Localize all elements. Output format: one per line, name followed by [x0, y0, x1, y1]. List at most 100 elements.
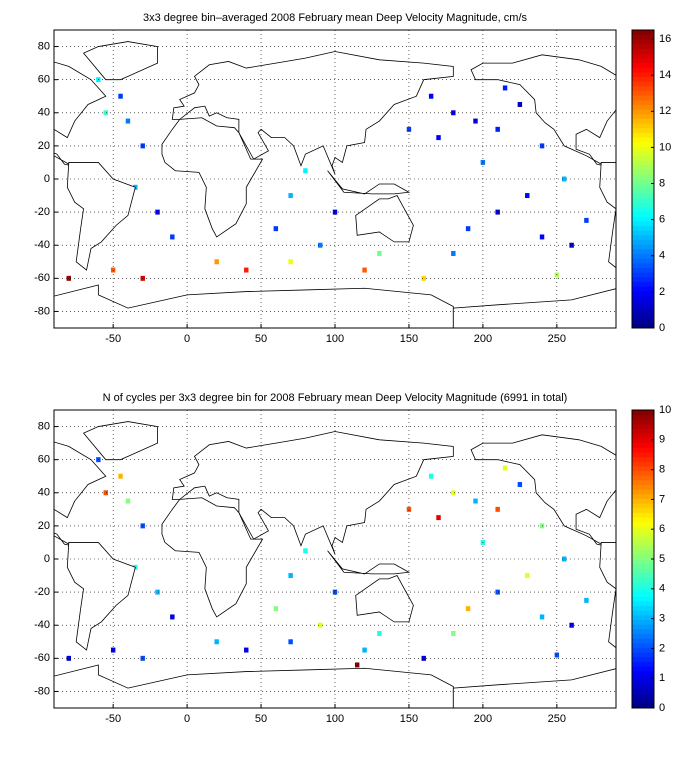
cell: [273, 606, 279, 612]
x-tick-label: 250: [548, 713, 566, 725]
colorbar-step: [632, 535, 654, 541]
cell: [170, 234, 175, 240]
x-tick-label: 0: [184, 713, 190, 725]
x-tick-label: 200: [474, 333, 492, 345]
cell: [406, 506, 412, 512]
coastline: [54, 420, 454, 708]
colorbar-step: [632, 465, 654, 472]
cell: [244, 267, 249, 273]
cell: [428, 473, 434, 479]
colorbar-step: [632, 43, 654, 50]
colorbar-step: [632, 127, 654, 133]
y-tick-label: -40: [34, 619, 50, 631]
cell: [451, 251, 456, 256]
cell: [103, 110, 108, 116]
cell: [118, 473, 123, 479]
colorbar-step: [632, 225, 654, 231]
cell: [354, 662, 360, 668]
colorbar-step: [632, 90, 654, 96]
colorbar-step: [632, 410, 654, 416]
cell: [517, 482, 523, 487]
colorbar-step: [632, 447, 654, 453]
cell: [465, 606, 471, 612]
colorbar-step: [632, 57, 654, 64]
colorbar-tick-label: 10: [659, 141, 671, 153]
colorbar-step: [632, 684, 654, 690]
colorbar-step: [632, 610, 654, 616]
colorbar-step: [632, 183, 654, 189]
y-tick-label: 40: [38, 107, 50, 119]
coastline: [54, 40, 454, 328]
colorbar-tick-label: 10: [659, 404, 671, 416]
colorbar-step: [632, 568, 654, 574]
y-tick-label: -80: [34, 305, 50, 317]
colorbar-step: [632, 563, 654, 569]
cell: [495, 506, 500, 512]
colorbar-step: [632, 71, 654, 78]
colorbar-step: [632, 141, 654, 147]
colorbar-step: [632, 118, 654, 124]
cell: [288, 259, 293, 265]
cell: [495, 209, 500, 215]
colorbar-step: [632, 234, 654, 241]
x-tick-label: 0: [184, 333, 190, 345]
colorbar-step: [632, 531, 654, 537]
colorbar-tick-label: 0: [659, 322, 665, 334]
colorbar-step: [632, 220, 654, 227]
cell: [317, 622, 323, 628]
colorbar-step: [632, 493, 654, 499]
colorbar-step: [632, 577, 654, 583]
cell: [525, 193, 530, 199]
colorbar-step: [632, 456, 654, 462]
colorbar-step: [632, 300, 654, 306]
cell: [569, 622, 574, 628]
colorbar-frame: [631, 409, 655, 709]
colorbar-step: [632, 304, 654, 310]
cell: [421, 655, 426, 661]
cell: [473, 118, 478, 124]
colorbar-step: [632, 146, 654, 152]
map: [54, 420, 616, 708]
colorbar-step: [632, 484, 654, 490]
cell: [377, 631, 382, 636]
cell: [428, 93, 434, 99]
cell: [288, 639, 293, 645]
x-tick-label: 100: [326, 333, 344, 345]
colorbar-step: [632, 123, 654, 129]
colorbar-step: [632, 188, 654, 194]
colorbar-step: [632, 605, 654, 611]
colorbar-step: [632, 624, 654, 630]
y-tick-label: -80: [34, 685, 50, 697]
colorbar-step: [632, 433, 654, 439]
cell: [502, 465, 508, 471]
colorbar-step: [632, 694, 654, 700]
cell: [502, 85, 508, 91]
colorbar-step: [632, 647, 654, 653]
colorbar-step: [632, 104, 654, 110]
cell: [451, 631, 456, 636]
colorbar-step: [632, 48, 654, 54]
colorbar-step: [632, 540, 654, 546]
colorbar-step: [632, 470, 654, 476]
colorbar-step: [632, 95, 654, 101]
colorbar-step: [632, 414, 654, 420]
x-tick-label: 100: [326, 713, 344, 725]
colorbar-step: [632, 572, 654, 579]
x-tick-label: -50: [105, 333, 121, 345]
colorbar-step: [632, 596, 654, 602]
colorbar-tick-label: 4: [659, 583, 665, 595]
y-tick-label: -60: [34, 652, 50, 664]
colorbar-step: [632, 517, 654, 523]
colorbar-step: [632, 423, 654, 430]
cell: [66, 655, 72, 661]
colorbar-step: [632, 689, 654, 695]
cell: [525, 573, 530, 579]
colorbar-step: [632, 109, 654, 115]
cell: [377, 251, 382, 256]
cell: [288, 193, 293, 199]
colorbar-step: [632, 253, 654, 259]
colorbar-tick-label: 0: [659, 702, 665, 714]
cell: [118, 93, 123, 99]
cell: [125, 118, 131, 124]
colorbar-tick-label: 2: [659, 642, 665, 654]
